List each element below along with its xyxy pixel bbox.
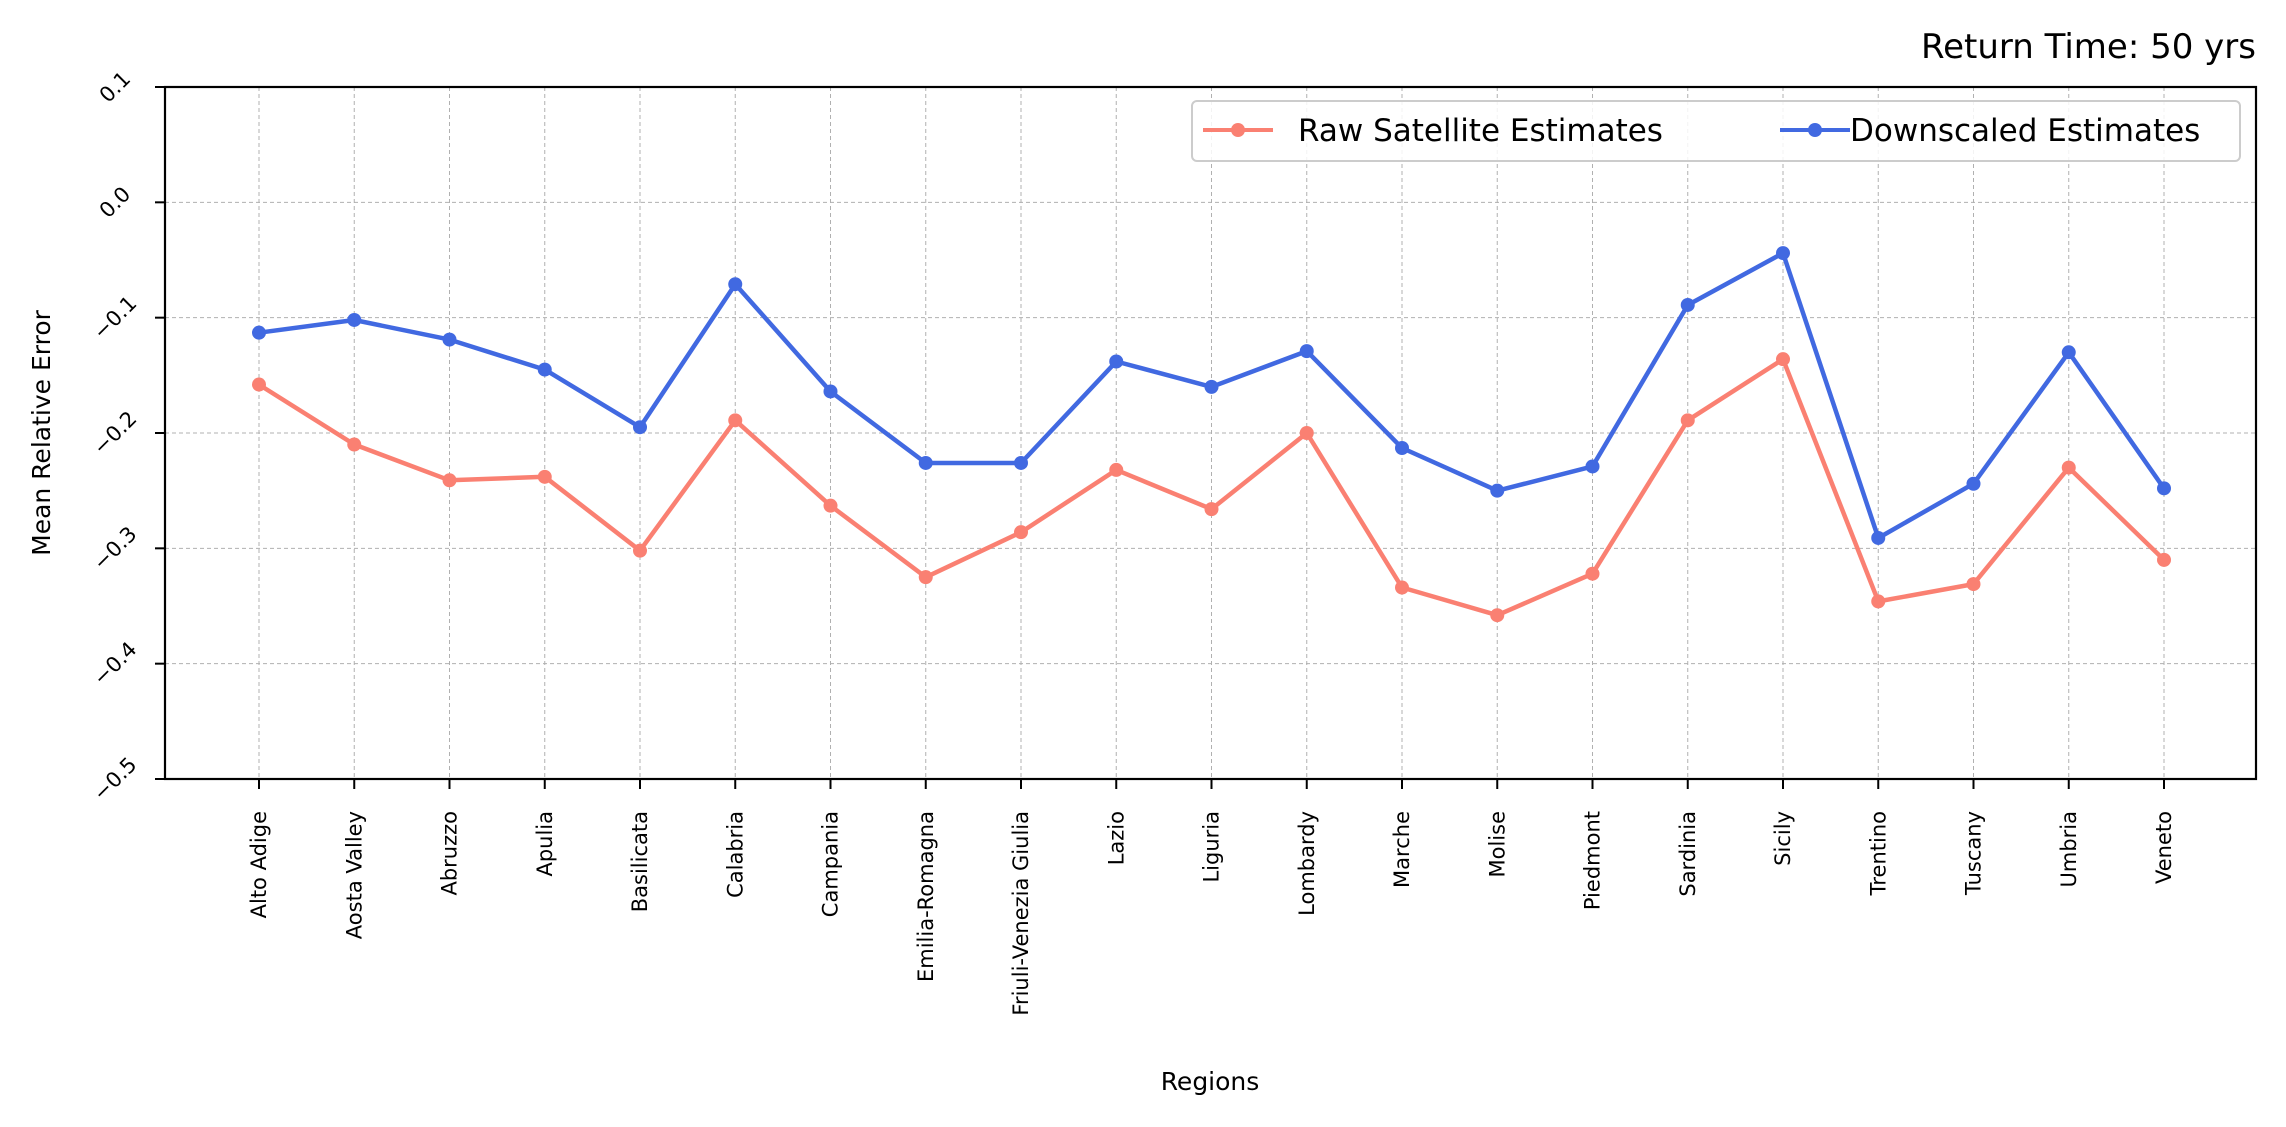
- x-tick-label-friuli-venezia-giulia: Friuli-Venezia Giulia: [1009, 811, 1033, 1016]
- data-point-downscaled-estimates-abruzzo: [442, 332, 457, 347]
- x-tick-label-lazio: Lazio: [1104, 811, 1128, 865]
- data-point-downscaled-estimates-sardinia: [1680, 297, 1695, 312]
- data-point-downscaled-estimates-marche: [1395, 440, 1409, 455]
- data-point-raw-satellite-estimates-piedmont: [1585, 566, 1600, 581]
- data-point-raw-satellite-estimates-trentino: [1871, 594, 1886, 609]
- data-point-downscaled-estimates-lombardy: [1299, 344, 1314, 359]
- data-point-raw-satellite-estimates-molise: [1490, 608, 1505, 623]
- data-point-downscaled-estimates-campania: [823, 384, 838, 399]
- data-point-raw-satellite-estimates-veneto: [2157, 552, 2171, 567]
- data-point-downscaled-estimates-emilia-romagna: [918, 455, 933, 470]
- data-point-raw-satellite-estimates-apulia: [537, 469, 552, 484]
- data-point-downscaled-estimates-calabria: [728, 277, 743, 292]
- data-point-raw-satellite-estimates-aosta-valley: [347, 437, 362, 452]
- x-tick-label-veneto: Veneto: [2152, 811, 2176, 884]
- data-point-raw-satellite-estimates-friuli-venezia-giulia: [1014, 525, 1028, 540]
- data-point-downscaled-estimates-veneto: [2157, 481, 2171, 496]
- legend: Raw Satellite Estimates Downscaled Estim…: [1191, 100, 2241, 162]
- series-layer: [252, 246, 2171, 623]
- x-tick-label-marche: Marche: [1390, 811, 1414, 888]
- x-tick-label-sardinia: Sardinia: [1676, 811, 1700, 897]
- data-point-downscaled-estimates-umbria: [2061, 345, 2076, 360]
- data-point-downscaled-estimates-tuscany: [1966, 476, 1981, 491]
- x-tick-label-molise: Molise: [1485, 811, 1509, 878]
- data-point-downscaled-estimates-liguria: [1204, 379, 1219, 394]
- x-tick-label-aosta-valley: Aosta Valley: [342, 811, 366, 939]
- data-point-downscaled-estimates-molise: [1490, 483, 1505, 498]
- y-axis-label: Mean Relative Error: [27, 309, 56, 555]
- data-point-raw-satellite-estimates-basilicata: [633, 543, 647, 558]
- data-point-raw-satellite-estimates-emilia-romagna: [918, 570, 933, 585]
- x-tick-label-emilia-romagna: Emilia-Romagna: [914, 811, 938, 982]
- x-tick-label-apulia: Apulia: [533, 811, 557, 877]
- data-point-downscaled-estimates-lazio: [1109, 354, 1124, 369]
- chart-title: Return Time: 50 yrs: [1921, 27, 2256, 67]
- data-point-raw-satellite-estimates-calabria: [728, 413, 743, 428]
- legend-marker-raw-satellite: [1231, 123, 1245, 137]
- data-point-downscaled-estimates-apulia: [537, 362, 552, 377]
- data-point-downscaled-estimates-aosta-valley: [347, 312, 362, 327]
- x-tick-label-umbria: Umbria: [2057, 811, 2081, 888]
- data-point-downscaled-estimates-trentino: [1871, 530, 1886, 545]
- x-tick-label-tuscany: Tuscany: [1962, 811, 1986, 896]
- data-point-raw-satellite-estimates-lombardy: [1299, 426, 1314, 440]
- x-tick-label-sicily: Sicily: [1771, 811, 1795, 866]
- x-tick-label-piedmont: Piedmont: [1581, 811, 1605, 910]
- legend-label-downscaled: Downscaled Estimates: [1850, 113, 2200, 149]
- data-point-raw-satellite-estimates-campania: [823, 498, 838, 513]
- data-point-downscaled-estimates-piedmont: [1585, 459, 1600, 474]
- legend-label-raw-satellite: Raw Satellite Estimates: [1298, 113, 1663, 149]
- x-axis-label: Regions: [1161, 1067, 1260, 1096]
- x-tick-label-abruzzo: Abruzzo: [438, 811, 462, 896]
- data-point-downscaled-estimates-basilicata: [633, 420, 647, 435]
- x-tick-label-liguria: Liguria: [1200, 811, 1224, 883]
- x-tick-label-calabria: Calabria: [723, 811, 747, 898]
- data-point-raw-satellite-estimates-sicily: [1776, 352, 1790, 367]
- data-point-raw-satellite-estimates-tuscany: [1966, 577, 1981, 592]
- data-point-downscaled-estimates-sicily: [1776, 246, 1790, 261]
- data-point-raw-satellite-estimates-marche: [1395, 580, 1409, 595]
- data-point-raw-satellite-estimates-abruzzo: [442, 473, 457, 488]
- data-point-downscaled-estimates-friuli-venezia-giulia: [1014, 455, 1028, 470]
- legend-marker-downscaled: [1808, 123, 1822, 137]
- x-tick-label-lombardy: Lombardy: [1295, 811, 1319, 916]
- data-point-raw-satellite-estimates-sardinia: [1680, 413, 1695, 428]
- data-point-raw-satellite-estimates-lazio: [1109, 462, 1124, 477]
- x-tick-label-alto-adige: Alto Adige: [247, 811, 271, 918]
- x-tick-label-campania: Campania: [819, 811, 843, 917]
- legend-box: [1191, 100, 2241, 162]
- data-point-raw-satellite-estimates-alto-adige: [252, 377, 266, 392]
- data-point-raw-satellite-estimates-liguria: [1204, 502, 1219, 517]
- data-point-raw-satellite-estimates-umbria: [2061, 460, 2076, 475]
- data-point-downscaled-estimates-alto-adige: [252, 325, 266, 340]
- x-tick-label-trentino: Trentino: [1866, 811, 1890, 896]
- x-tick-label-basilicata: Basilicata: [628, 811, 652, 912]
